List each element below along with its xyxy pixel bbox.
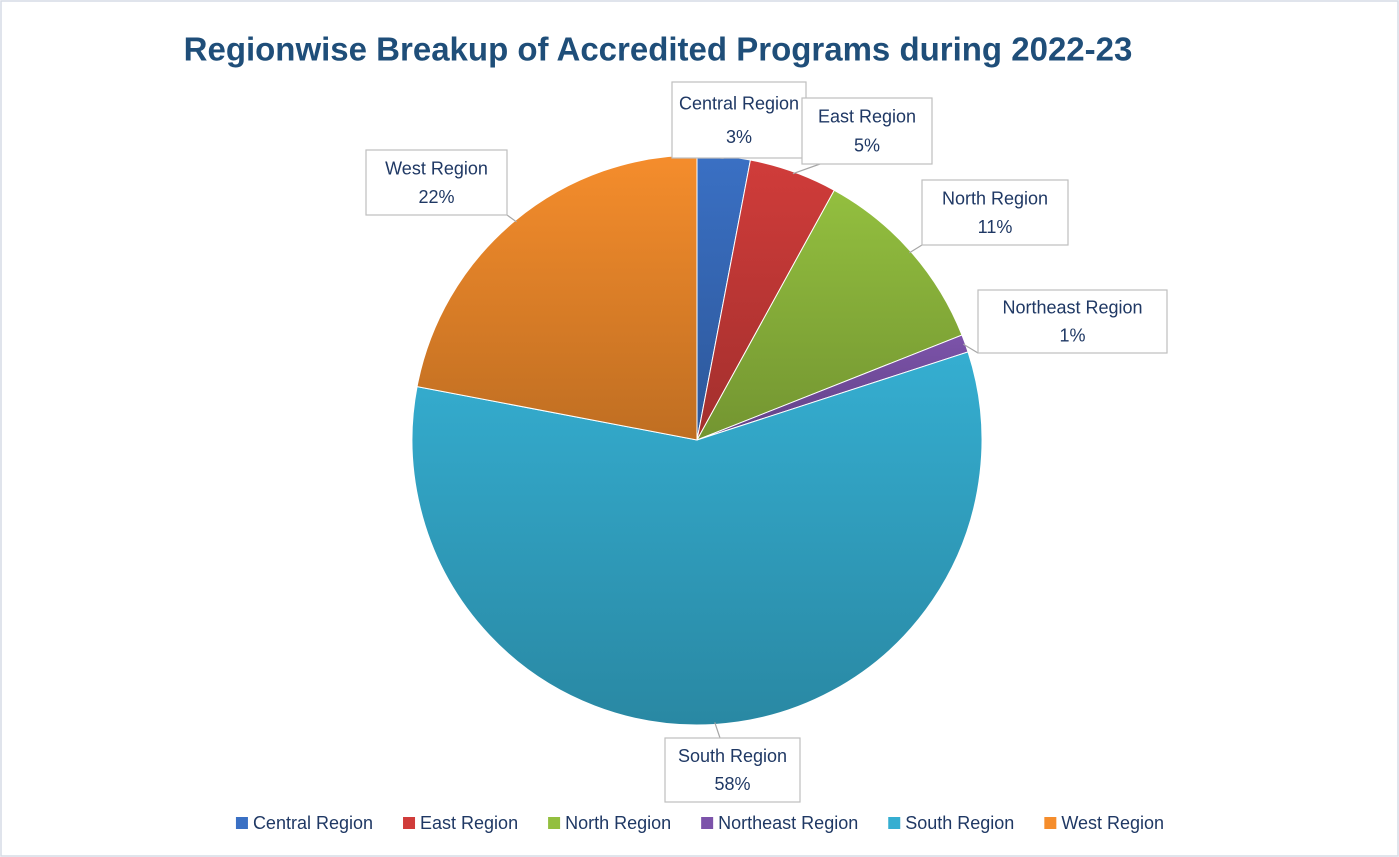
data-label-value: 1% <box>1059 325 1085 345</box>
data-label-value: 3% <box>726 127 752 147</box>
data-label-category: West Region <box>385 158 488 178</box>
legend-label: Central Region <box>253 813 373 833</box>
data-label-category: East Region <box>818 107 916 127</box>
legend-swatch <box>548 817 561 829</box>
legend-swatch <box>403 817 416 829</box>
legend-swatch <box>235 817 248 829</box>
legend-swatch <box>1044 817 1057 829</box>
data-label-box <box>977 289 1168 354</box>
legend-label: West Region <box>1061 813 1164 833</box>
data-label-value: 11% <box>978 217 1013 237</box>
legend-label: Northeast Region <box>718 813 858 833</box>
legend-label: South Region <box>905 813 1014 833</box>
leader-line <box>908 244 923 254</box>
data-label-category: North Region <box>942 188 1048 208</box>
data-label-category: Northeast Region <box>1002 298 1142 318</box>
data-label-value: 22% <box>418 187 454 207</box>
data-label-box <box>664 737 801 803</box>
legend-swatch <box>888 817 901 829</box>
data-label-value: 58% <box>714 774 750 794</box>
data-label-box <box>921 179 1069 246</box>
legend-swatch <box>701 817 714 829</box>
data-label-category: South Region <box>678 746 787 766</box>
leader-line <box>714 722 721 739</box>
data-label-box <box>801 97 933 165</box>
legend-label: North Region <box>565 813 671 833</box>
leader-line <box>506 214 517 223</box>
legend-label: East Region <box>420 813 518 833</box>
chart-title: Regionwise Breakup of Accredited Program… <box>184 31 1133 68</box>
data-label-box <box>365 149 508 216</box>
leader-line <box>962 343 979 354</box>
leader-line <box>792 163 821 175</box>
data-label-box <box>671 81 807 159</box>
data-label-category: Central Region <box>679 94 799 114</box>
data-label-value: 5% <box>854 136 880 156</box>
